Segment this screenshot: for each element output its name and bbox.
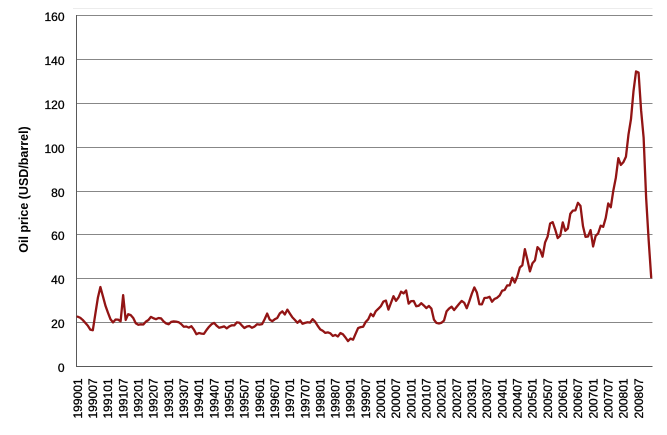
- svg-text:160: 160: [44, 10, 64, 24]
- svg-text:199107: 199107: [116, 378, 130, 418]
- svg-text:199001: 199001: [71, 378, 85, 418]
- svg-text:200007: 200007: [389, 378, 403, 418]
- svg-text:200707: 200707: [601, 378, 615, 418]
- svg-text:60: 60: [51, 229, 65, 243]
- svg-text:199301: 199301: [162, 378, 176, 418]
- svg-text:199707: 199707: [298, 378, 312, 418]
- svg-text:200807: 200807: [632, 378, 646, 418]
- svg-text:199207: 199207: [147, 378, 161, 418]
- svg-text:199307: 199307: [177, 378, 191, 418]
- svg-text:199501: 199501: [222, 378, 236, 418]
- svg-text:20: 20: [51, 317, 65, 331]
- svg-text:199201: 199201: [132, 378, 146, 418]
- svg-text:200207: 200207: [450, 378, 464, 418]
- svg-text:200801: 200801: [617, 378, 631, 418]
- svg-text:199601: 199601: [253, 378, 267, 418]
- svg-text:199007: 199007: [86, 378, 100, 418]
- svg-text:200607: 200607: [571, 378, 585, 418]
- svg-text:200501: 200501: [526, 378, 540, 418]
- svg-text:0: 0: [58, 361, 65, 375]
- svg-text:200201: 200201: [435, 378, 449, 418]
- svg-text:120: 120: [44, 98, 64, 112]
- svg-text:40: 40: [51, 273, 65, 287]
- svg-text:199407: 199407: [207, 378, 221, 418]
- svg-text:199701: 199701: [283, 378, 297, 418]
- svg-text:200407: 200407: [510, 378, 524, 418]
- svg-text:199607: 199607: [268, 378, 282, 418]
- svg-text:200101: 200101: [404, 378, 418, 418]
- svg-text:200107: 200107: [420, 378, 434, 418]
- svg-text:200307: 200307: [480, 378, 494, 418]
- svg-text:199901: 199901: [344, 378, 358, 418]
- svg-text:200001: 200001: [374, 378, 388, 418]
- svg-text:199101: 199101: [101, 378, 115, 418]
- svg-text:200601: 200601: [556, 378, 570, 418]
- svg-text:199401: 199401: [192, 378, 206, 418]
- svg-text:80: 80: [51, 186, 65, 200]
- svg-text:140: 140: [44, 54, 64, 68]
- svg-text:100: 100: [44, 142, 64, 156]
- svg-text:200401: 200401: [495, 378, 509, 418]
- svg-text:199807: 199807: [329, 378, 343, 418]
- svg-text:200507: 200507: [541, 378, 555, 418]
- svg-text:199907: 199907: [359, 378, 373, 418]
- svg-text:199801: 199801: [313, 378, 327, 418]
- svg-text:200701: 200701: [586, 378, 600, 418]
- svg-text:199507: 199507: [238, 378, 252, 418]
- svg-text:200301: 200301: [465, 378, 479, 418]
- svg-text:Oil price (USD/barrel): Oil price (USD/barrel): [17, 126, 31, 252]
